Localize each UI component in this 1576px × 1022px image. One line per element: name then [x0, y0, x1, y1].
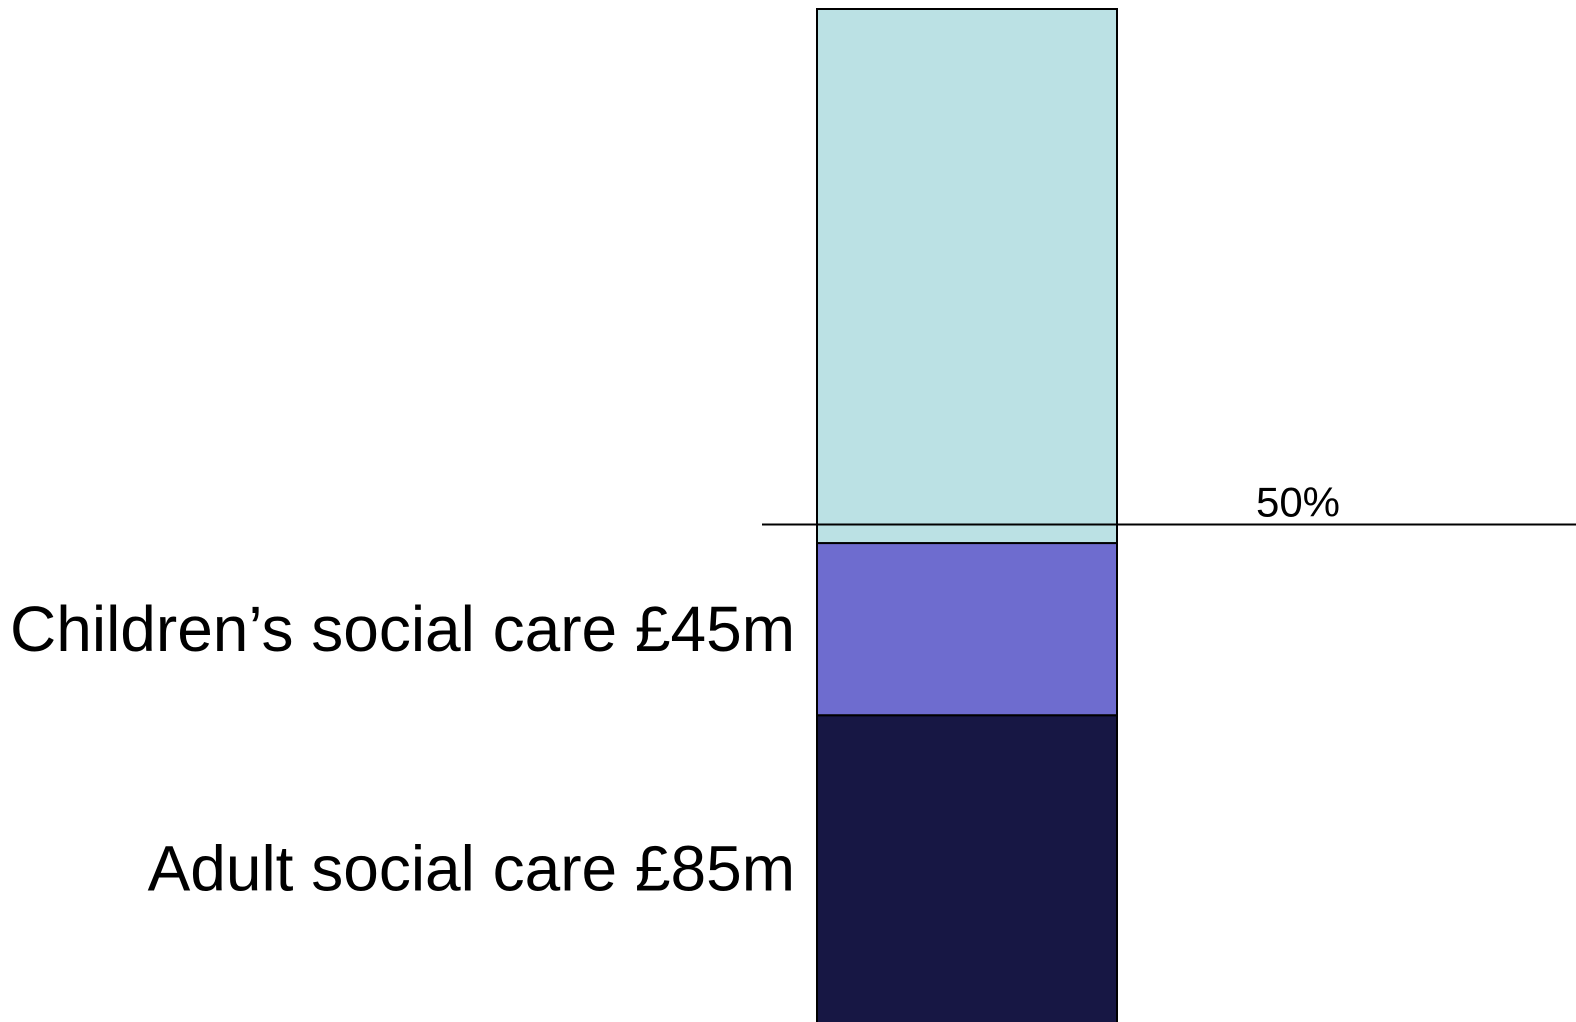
bar-segment-1 — [816, 542, 1118, 717]
reference-line-label: 50% — [1256, 479, 1340, 526]
segment-labels: Adult social care £85m Children’s social … — [10, 593, 795, 904]
bar-segments — [816, 8, 1118, 1022]
bar-segment-0 — [816, 714, 1118, 1022]
segment-label-0: Adult social care £85m — [148, 833, 795, 905]
bar-segment-2 — [816, 8, 1118, 545]
segment-label-1: Children’s social care £45m — [10, 593, 795, 665]
